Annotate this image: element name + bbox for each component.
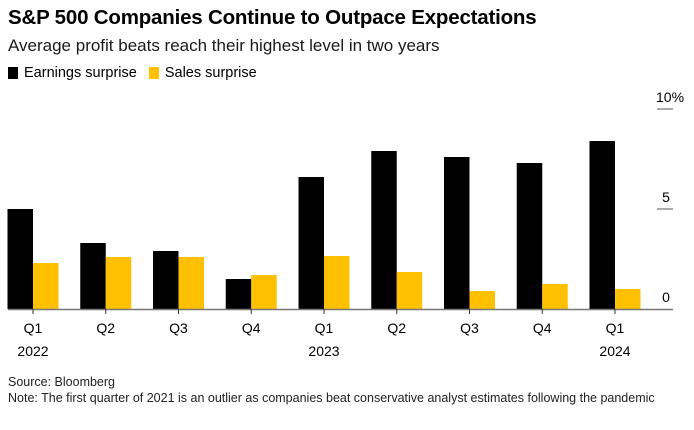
y-tick-label: 0	[662, 289, 670, 305]
sales-bar	[469, 291, 495, 309]
chart-title: S&P 500 Companies Continue to Outpace Ex…	[8, 6, 537, 29]
footnote: Note: The first quarter of 2021 is an ou…	[8, 391, 655, 405]
legend-swatch-sales	[148, 67, 159, 79]
x-tick-label-quarter: Q4	[242, 320, 261, 336]
earnings-bar	[225, 279, 252, 309]
legend-swatch-earnings	[8, 67, 18, 79]
x-tick-label-quarter: Q1	[24, 320, 43, 336]
chart-subtitle: Average profit beats reach their highest…	[8, 36, 440, 55]
earnings-bar	[444, 157, 470, 309]
sales-bar	[324, 256, 350, 309]
legend-label-sales: Sales surprise	[164, 65, 257, 81]
earnings-bar	[80, 243, 106, 309]
legend-item-earnings: Earnings surprise	[8, 65, 137, 81]
earnings-bar	[298, 177, 324, 309]
sales-bar	[251, 275, 277, 309]
sales-bar	[33, 263, 59, 309]
earnings-bar	[371, 151, 397, 309]
x-tick-label-quarter: Q3	[460, 320, 479, 336]
source-note: Source: Bloomberg	[8, 375, 116, 389]
sales-bar	[105, 257, 132, 309]
earnings-bar	[7, 209, 33, 309]
legend: Earnings surprise Sales surprise	[8, 65, 269, 81]
sales-bar	[542, 284, 568, 309]
bar-chart: Q1 2022 Q2 Q3 Q4 Q1 2023 Q2 Q3 Q4 Q1 2024 0 5 10%	[7, 89, 684, 359]
x-tick-label-quarter: Q1	[606, 320, 625, 336]
x-tick-label-quarter: Q2	[96, 320, 115, 336]
sales-bar	[615, 289, 641, 309]
x-tick-label-quarter: Q2	[387, 320, 406, 336]
x-tick-label-quarter: Q1	[315, 320, 334, 336]
earnings-bar	[153, 251, 179, 309]
sales-bar	[178, 257, 204, 309]
legend-label-earnings: Earnings surprise	[24, 65, 137, 81]
y-tick-label: 5	[662, 189, 670, 205]
earnings-bar	[516, 163, 543, 309]
x-tick-label-year: 2022	[17, 343, 48, 359]
x-tick-label-year: 2024	[599, 343, 630, 359]
sales-bar	[396, 272, 423, 309]
legend-item-sales: Sales surprise	[148, 65, 257, 81]
y-tick-label: 10%	[656, 89, 684, 105]
earnings-bar	[589, 141, 615, 309]
x-tick-label-quarter: Q3	[169, 320, 188, 336]
x-tick-label-quarter: Q4	[533, 320, 552, 336]
x-tick-label-year: 2023	[308, 343, 339, 359]
